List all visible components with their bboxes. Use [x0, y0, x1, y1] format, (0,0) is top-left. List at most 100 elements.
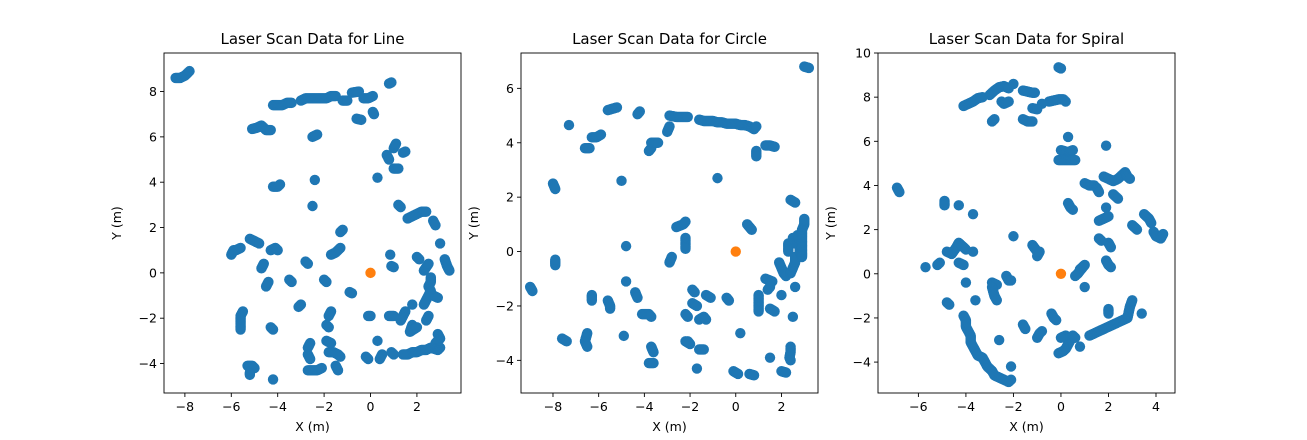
scan-cluster: [932, 257, 945, 271]
scan-point: [1060, 96, 1071, 107]
scan-point: [267, 374, 279, 385]
scan-point: [680, 243, 691, 255]
plot-area: [878, 53, 1175, 393]
scan-cluster: [550, 254, 561, 271]
scan-cluster: [397, 342, 446, 360]
scan-point: [367, 90, 379, 102]
scan-cluster: [1053, 62, 1067, 74]
scan-cluster: [996, 96, 1014, 109]
scatter-points: [524, 61, 815, 381]
scan-point: [1031, 246, 1043, 257]
scan-cluster: [267, 97, 297, 111]
scan-cluster: [385, 249, 396, 260]
scan-cluster: [986, 114, 1000, 127]
scan-point: [1070, 154, 1081, 166]
scan-point: [1020, 323, 1031, 335]
scan-cluster: [939, 195, 950, 211]
y-axis: −4 −2 0 2 4 6 8 10: [853, 46, 878, 370]
scan-cluster: [1001, 270, 1017, 286]
scan-point: [1027, 116, 1038, 127]
x-tick-label: 0: [732, 399, 740, 414]
scan-cluster: [1103, 303, 1114, 319]
scan-point: [395, 201, 406, 213]
scan-point: [360, 351, 372, 362]
scan-point: [582, 341, 593, 352]
scan-point: [356, 114, 367, 126]
scan-point: [723, 295, 735, 306]
scan-point: [1005, 275, 1017, 286]
scan-cluster: [586, 129, 607, 143]
scan-cluster: [700, 289, 716, 303]
scan-point: [666, 251, 677, 263]
scan-point: [374, 353, 385, 365]
scan-cluster: [170, 65, 195, 84]
y-tick-label: 10: [855, 46, 871, 61]
y-tick-label: 4: [506, 135, 514, 150]
scan-point: [1105, 242, 1117, 253]
scan-cluster: [1100, 202, 1112, 213]
scan-cluster: [751, 145, 762, 162]
scan-cluster: [602, 102, 623, 116]
scan-point: [307, 200, 318, 212]
scan-cluster: [358, 90, 379, 104]
robot-point: [365, 267, 376, 279]
scan-cluster: [579, 143, 595, 154]
y-tick-label: 8: [149, 84, 157, 99]
scan-cluster: [785, 251, 801, 279]
scan-cluster: [402, 206, 432, 224]
x-tick-label: −6: [222, 399, 240, 414]
scan-cluster: [302, 349, 316, 365]
scan-cluster: [787, 213, 810, 263]
robot-position-series: [1055, 268, 1067, 279]
y-tick-label: 8: [863, 90, 871, 105]
scan-point: [1127, 295, 1138, 306]
scan-point: [732, 368, 744, 380]
scan-cluster: [680, 232, 691, 255]
x-tick-label: −2: [681, 399, 699, 414]
scan-point: [700, 314, 712, 325]
scan-point: [550, 254, 561, 265]
scan-point: [444, 265, 455, 276]
scan-point: [967, 208, 979, 220]
scan-point: [344, 286, 355, 298]
scan-cluster: [787, 311, 799, 323]
scan-cluster: [646, 137, 664, 148]
scan-cluster: [335, 224, 348, 238]
scan-point: [1096, 235, 1107, 246]
scan-cluster: [741, 219, 757, 235]
scan-cluster: [1027, 239, 1043, 257]
robot-position-series: [365, 267, 376, 279]
scan-point: [362, 310, 374, 322]
scan-point: [561, 336, 572, 347]
scan-cluster: [662, 121, 675, 138]
scan-cluster: [367, 106, 380, 120]
scan-point: [1055, 332, 1067, 344]
scan-cluster: [1093, 233, 1107, 246]
scan-cluster: [744, 368, 760, 381]
scan-cluster: [986, 281, 1002, 306]
robot-position-series: [730, 246, 741, 257]
scan-cluster: [372, 335, 383, 347]
scan-point: [1103, 308, 1114, 319]
scan-cluster: [1008, 78, 1019, 90]
scan-point: [604, 303, 616, 314]
scan-point: [400, 146, 411, 157]
scan-point: [960, 277, 972, 288]
scan-point: [1003, 96, 1014, 107]
scan-point: [272, 245, 283, 256]
scan-cluster: [1108, 189, 1124, 204]
scan-point: [1093, 186, 1105, 198]
x-tick-label: 0: [1057, 399, 1065, 414]
scan-cluster: [1046, 308, 1062, 326]
plot-area: [521, 53, 818, 393]
scan-cluster: [799, 61, 815, 74]
scan-cluster: [721, 292, 735, 306]
scan-point: [423, 258, 434, 269]
scan-cluster: [1053, 154, 1081, 166]
y-tick-label: 6: [149, 129, 157, 144]
scan-cluster: [330, 360, 344, 376]
scan-point: [323, 310, 334, 322]
scan-point: [1008, 78, 1019, 90]
scan-cluster: [360, 351, 374, 365]
scan-point: [335, 242, 346, 254]
